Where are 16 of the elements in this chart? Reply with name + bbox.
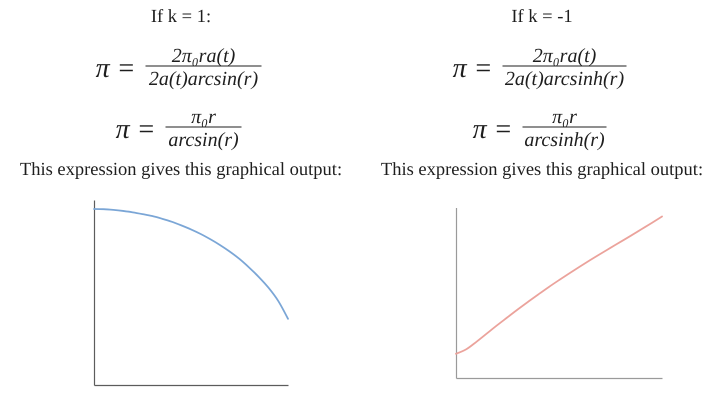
text: π =	[116, 114, 156, 145]
text: π =	[472, 114, 512, 145]
text: π₀r	[552, 106, 578, 128]
chart-title: If k = -1	[511, 7, 573, 27]
text: arcsinh(r)	[524, 129, 606, 151]
text: 2π₀ra(t)	[172, 45, 236, 67]
text: 2π₀ra(t)	[532, 45, 597, 67]
text: This expression gives this graphical output:	[380, 160, 704, 180]
text: This expression gives this graphical output:	[20, 160, 342, 180]
text: π =	[452, 53, 492, 84]
text: π =	[96, 53, 136, 84]
chart-title: If k = 1:	[150, 7, 212, 27]
text: 2a(t)arcsin(r)	[148, 68, 258, 90]
text: π₀r	[191, 106, 216, 128]
text: arcsin(r)	[168, 129, 240, 151]
text: 2a(t)arcsinh(r)	[504, 68, 624, 90]
